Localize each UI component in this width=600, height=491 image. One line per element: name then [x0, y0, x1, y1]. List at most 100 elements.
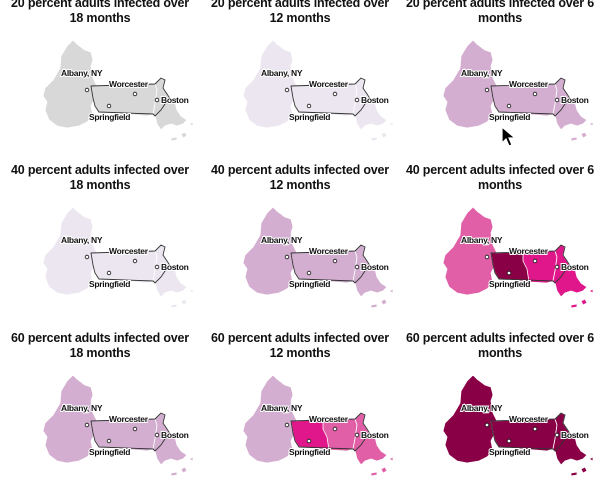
- city-marker-boston: [554, 97, 560, 103]
- city-marker-springfield: [306, 270, 312, 276]
- city-label-albany: Albany, NY: [61, 403, 103, 413]
- panel-title: 40 percent adults infected over 6 months: [406, 163, 594, 192]
- city-label-springfield: Springfield: [89, 279, 130, 289]
- region-islands: [370, 456, 394, 477]
- city-label-boston: Boston: [161, 430, 189, 440]
- city-label-worcester: Worcester: [309, 414, 349, 424]
- region-islands: [370, 121, 394, 142]
- panel-title: 60 percent adults infected over 12 month…: [211, 331, 389, 360]
- city-label-springfield: Springfield: [89, 447, 130, 457]
- map-panel: 40 percent adults infected over 18 month…: [5, 163, 195, 323]
- city-label-albany: Albany, NY: [61, 68, 103, 78]
- map-panel: 60 percent adults infected over 12 month…: [205, 331, 395, 491]
- city-label-worcester: Worcester: [109, 79, 149, 89]
- city-label-boston: Boston: [561, 95, 589, 105]
- city-label-boston: Boston: [361, 430, 389, 440]
- city-marker-albany: [284, 254, 290, 260]
- city-marker-springfield: [106, 438, 112, 444]
- region-map: Albany, NY Worcester Boston Springfield: [242, 39, 394, 142]
- map-panel: 40 percent adults infected over 6 months…: [405, 163, 595, 323]
- region-islands: [570, 121, 594, 142]
- region-islands: [170, 121, 194, 142]
- panel-title: 40 percent adults infected over 18 month…: [11, 163, 189, 192]
- city-label-springfield: Springfield: [289, 112, 330, 122]
- city-marker-boston: [554, 264, 560, 270]
- city-label-worcester: Worcester: [309, 246, 349, 256]
- city-label-worcester: Worcester: [109, 246, 149, 256]
- city-marker-worcester: [332, 426, 338, 432]
- city-label-albany: Albany, NY: [461, 403, 503, 413]
- city-marker-albany: [284, 422, 290, 428]
- panel-title: 60 percent adults infected over 18 month…: [11, 331, 189, 360]
- map-panel: 20 percent adults infected over 6 months…: [405, 0, 595, 156]
- city-label-springfield: Springfield: [489, 279, 530, 289]
- city-label-albany: Albany, NY: [461, 235, 503, 245]
- state-outline: [490, 412, 572, 452]
- state-outline: [290, 412, 372, 452]
- city-marker-boston: [354, 432, 360, 438]
- region-islands: [170, 288, 194, 309]
- panel-title: 40 percent adults infected over 12 month…: [211, 163, 389, 192]
- region-islands: [170, 456, 194, 477]
- city-marker-springfield: [106, 103, 112, 109]
- state-outline: [290, 244, 372, 284]
- region-islands: [570, 288, 594, 309]
- map-panel: 60 percent adults infected over 6 months…: [405, 331, 595, 491]
- city-marker-boston: [354, 97, 360, 103]
- state-outline: [490, 244, 572, 284]
- city-marker-boston: [154, 97, 160, 103]
- city-marker-worcester: [132, 258, 138, 264]
- city-marker-worcester: [132, 426, 138, 432]
- city-label-boston: Boston: [561, 430, 589, 440]
- region-map: Albany, NY Worcester Boston Springfield: [442, 374, 594, 477]
- region-map: Albany, NY Worcester Boston Springfield: [442, 206, 594, 309]
- city-label-albany: Albany, NY: [461, 68, 503, 78]
- state-outline: [490, 77, 572, 117]
- state-outline: [90, 77, 172, 117]
- city-label-springfield: Springfield: [289, 279, 330, 289]
- city-marker-springfield: [306, 438, 312, 444]
- city-marker-springfield: [106, 270, 112, 276]
- city-label-albany: Albany, NY: [261, 68, 303, 78]
- city-label-albany: Albany, NY: [261, 235, 303, 245]
- city-marker-boston: [354, 264, 360, 270]
- city-label-worcester: Worcester: [509, 79, 549, 89]
- city-marker-springfield: [506, 438, 512, 444]
- region-map: Albany, NY Worcester Boston Springfield: [242, 206, 394, 309]
- region-islands: [570, 456, 594, 477]
- region-islands: [370, 288, 394, 309]
- city-marker-worcester: [532, 426, 538, 432]
- city-label-worcester: Worcester: [109, 414, 149, 424]
- map-panel: 20 percent adults infected over 18 month…: [5, 0, 195, 156]
- region-map: Albany, NY Worcester Boston Springfield: [442, 39, 594, 142]
- state-outline: [90, 244, 172, 284]
- city-label-springfield: Springfield: [89, 112, 130, 122]
- city-marker-springfield: [506, 103, 512, 109]
- city-marker-worcester: [532, 258, 538, 264]
- city-label-boston: Boston: [561, 262, 589, 272]
- city-label-springfield: Springfield: [289, 447, 330, 457]
- city-marker-worcester: [532, 91, 538, 97]
- region-map: Albany, NY Worcester Boston Springfield: [42, 206, 194, 309]
- city-marker-boston: [154, 432, 160, 438]
- city-label-springfield: Springfield: [489, 447, 530, 457]
- panel-title: 20 percent adults infected over 18 month…: [11, 0, 189, 25]
- city-label-worcester: Worcester: [509, 414, 549, 424]
- city-marker-albany: [484, 254, 490, 260]
- city-marker-springfield: [506, 270, 512, 276]
- city-marker-worcester: [332, 258, 338, 264]
- panel-title: 20 percent adults infected over 6 months: [406, 0, 594, 25]
- city-label-worcester: Worcester: [309, 79, 349, 89]
- region-map: Albany, NY Worcester Boston Springfield: [42, 374, 194, 477]
- city-label-worcester: Worcester: [509, 246, 549, 256]
- map-panel: 60 percent adults infected over 18 month…: [5, 331, 195, 491]
- state-outline: [90, 412, 172, 452]
- mouse-pointer-icon: [501, 126, 517, 147]
- city-label-springfield: Springfield: [489, 112, 530, 122]
- state-outline: [290, 77, 372, 117]
- panel-title: 20 percent adults infected over 12 month…: [211, 0, 389, 25]
- city-label-boston: Boston: [161, 95, 189, 105]
- city-marker-albany: [84, 87, 90, 93]
- map-panel: 20 percent adults infected over 12 month…: [205, 0, 395, 156]
- city-marker-albany: [484, 87, 490, 93]
